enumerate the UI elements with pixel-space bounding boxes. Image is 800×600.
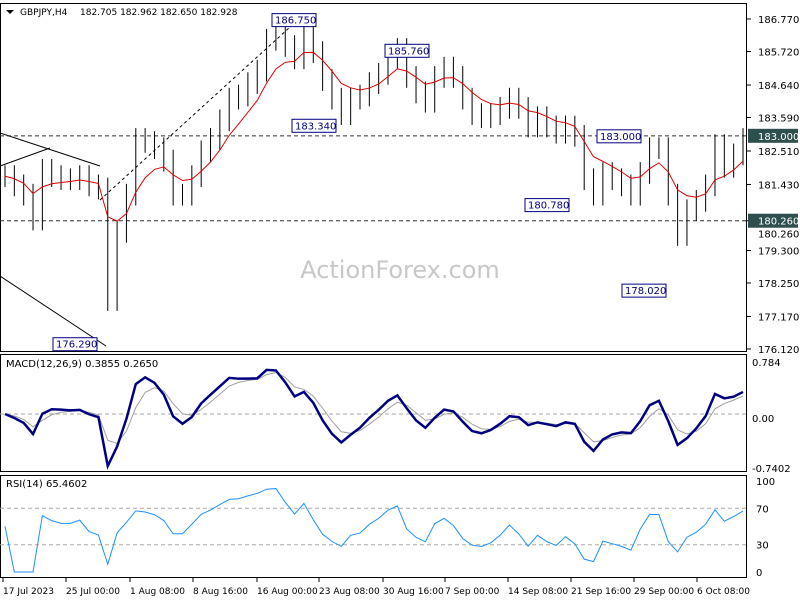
x-tick-label: 30 Aug 16:00	[383, 587, 444, 597]
rsi-label: RSI(14) 65.4602	[6, 479, 87, 490]
moving-average-line	[4, 51, 744, 222]
ohlc-label: 182.705 182.962 182.650 182.928	[80, 8, 238, 18]
y-tick-label: 178.250	[758, 279, 799, 290]
rsi-line	[4, 488, 744, 573]
level-badge-label: 180.260	[758, 217, 799, 228]
price-label: 178.020	[625, 286, 666, 297]
macd-axis-label: 0.784	[752, 358, 781, 369]
price-label-box	[621, 283, 667, 298]
price-label: 183.340	[295, 121, 336, 132]
level-badge	[748, 213, 798, 228]
price-label: 180.780	[528, 201, 569, 212]
x-tick-label: 29 Sep 00:00	[634, 587, 694, 597]
price-label-box	[384, 43, 430, 58]
trendline	[0, 275, 107, 347]
y-tick-label: 185.720	[758, 48, 799, 59]
y-tick-label: 179.300	[758, 246, 799, 257]
y-tick-label: 182.510	[758, 147, 799, 158]
collapse-triangle-icon[interactable]	[6, 10, 14, 14]
macd-axis-label: 0.00	[752, 414, 774, 425]
y-tick-label: 186.770	[758, 15, 799, 26]
macd-pane	[0, 354, 747, 472]
x-tick-label: 14 Sep 08:00	[508, 587, 568, 597]
macd-signal-line	[4, 372, 744, 445]
y-tick-label: 181.430	[758, 180, 799, 191]
y-tick-label: 184.640	[758, 81, 799, 92]
x-tick-label: 23 Aug 08:00	[319, 587, 380, 597]
x-tick-label: 6 Oct 08:00	[697, 587, 750, 597]
price-label: 185.760	[388, 46, 429, 57]
level-badge	[748, 128, 798, 143]
macd-line	[4, 368, 744, 470]
price-pane	[0, 3, 747, 352]
trendline	[0, 147, 51, 167]
rsi-axis-label: 30	[756, 541, 769, 552]
price-label-box	[52, 337, 98, 352]
x-tick-label: 21 Sep 16:00	[571, 587, 631, 597]
y-tick-label: 183.590	[758, 114, 799, 125]
x-tick-label: 8 Aug 16:00	[193, 587, 248, 597]
y-tick-label: 177.170	[758, 312, 799, 323]
price-label: 186.750	[275, 16, 316, 27]
symbol-label: GBPJPY,H4	[20, 8, 68, 18]
x-tick-label: 7 Sep 00:00	[445, 587, 500, 597]
price-label-box	[524, 198, 570, 213]
x-tick-label: 17 Jul 2023	[3, 587, 54, 597]
watermark: ActionForex.com	[300, 256, 500, 284]
x-tick-label: 16 Aug 00:00	[257, 587, 318, 597]
level-badge-label: 183.000	[758, 132, 799, 143]
price-label-box	[271, 13, 317, 28]
y-tick-label: 176.120	[758, 345, 799, 356]
x-tick-label: 1 Aug 08:00	[130, 587, 185, 597]
rsi-axis-label: 70	[756, 504, 769, 515]
price-label: 176.290	[56, 340, 97, 351]
rsi-axis-label: 100	[756, 477, 775, 488]
y-tick-label: 180.260	[758, 230, 799, 241]
rsi-pane	[0, 475, 747, 578]
macd-axis-label: -0.7402	[752, 464, 791, 475]
macd-label: MACD(12,26,9) 0.3855 0.2650	[6, 359, 158, 370]
price-label-box	[596, 129, 642, 144]
rsi-axis-label: 0	[756, 568, 762, 579]
x-tick-label: 25 Jul 00:00	[66, 587, 120, 597]
price-label: 183.000	[600, 132, 641, 143]
price-label-box	[291, 118, 337, 133]
trendline	[0, 132, 101, 167]
